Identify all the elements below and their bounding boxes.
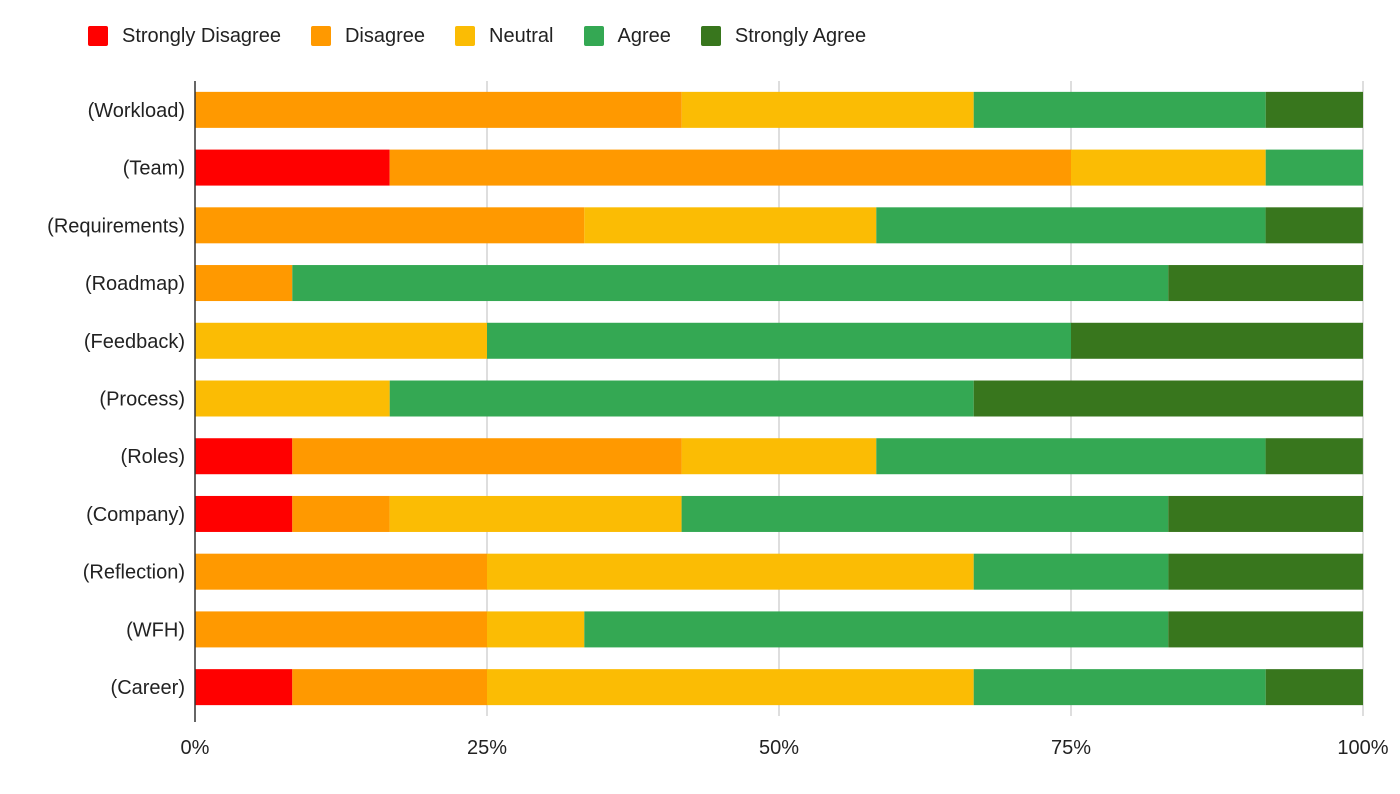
bar-segment bbox=[195, 207, 585, 244]
category-label: (WFH) bbox=[126, 619, 185, 641]
bar-segment bbox=[681, 495, 1169, 532]
bar-segment bbox=[1071, 322, 1363, 359]
category-label: (Workload) bbox=[88, 100, 185, 122]
x-tick-label: 25% bbox=[467, 737, 507, 759]
legend-swatch bbox=[88, 26, 108, 46]
bar-segment bbox=[1265, 207, 1363, 244]
bar-segment bbox=[584, 611, 1169, 648]
bar-segment bbox=[1168, 265, 1363, 302]
bar-segment bbox=[195, 91, 682, 128]
bar-segment bbox=[681, 91, 974, 128]
legend-swatch bbox=[455, 26, 476, 46]
x-tick-label: 50% bbox=[759, 737, 799, 759]
legend-item: Strongly Disagree bbox=[88, 25, 281, 48]
x-tick-label: 75% bbox=[1051, 737, 1091, 759]
bar-segment bbox=[195, 149, 390, 186]
legend-item: Neutral bbox=[455, 24, 554, 48]
bar-segment bbox=[195, 265, 293, 302]
legend-label: Strongly Disagree bbox=[122, 24, 281, 47]
bar-segment bbox=[1168, 611, 1363, 648]
category-label: (Team) bbox=[123, 158, 185, 180]
bar-segment bbox=[487, 611, 585, 648]
category-label: (Company) bbox=[86, 504, 185, 526]
bar-segment bbox=[292, 438, 682, 475]
bar-segment bbox=[195, 553, 487, 590]
legend-item: Strongly Agree bbox=[700, 24, 867, 48]
bar-segment bbox=[292, 495, 390, 532]
legend-swatch bbox=[583, 26, 604, 46]
legend-label: Neutral bbox=[489, 24, 554, 47]
bar-segment bbox=[195, 380, 390, 417]
bar-segment bbox=[292, 669, 487, 706]
category-label: (Career) bbox=[111, 677, 185, 699]
bar-segment bbox=[1265, 438, 1363, 475]
bar-segment bbox=[195, 322, 487, 359]
bar-segment bbox=[487, 322, 1071, 359]
category-label: (Requirements) bbox=[47, 215, 185, 237]
bar-segment bbox=[973, 380, 1363, 417]
chart-legend: Strongly Disagree Disagree Neutral Agree Str… bbox=[88, 22, 896, 50]
bar-segment bbox=[487, 553, 974, 590]
category-label: (Roadmap) bbox=[85, 273, 185, 295]
x-tick-label: 0% bbox=[181, 737, 210, 759]
category-label: (Feedback) bbox=[84, 331, 185, 353]
legend-item: Agree bbox=[583, 24, 671, 48]
bar-segment bbox=[1168, 495, 1363, 532]
category-label: (Reflection) bbox=[83, 562, 185, 584]
category-label: (Roles) bbox=[121, 446, 185, 468]
bar-segment bbox=[973, 553, 1169, 590]
category-label: (Process) bbox=[99, 389, 185, 411]
bar-segment bbox=[1265, 91, 1363, 128]
legend-item: Disagree bbox=[310, 24, 426, 48]
x-tick-label: 100% bbox=[1337, 737, 1388, 759]
bar-segment bbox=[1168, 553, 1364, 590]
legend-label: Disagree bbox=[344, 24, 426, 47]
legend-label: Agree bbox=[617, 24, 671, 47]
bar-segment bbox=[681, 438, 877, 475]
bar-segment bbox=[584, 207, 877, 244]
bar-segment bbox=[389, 149, 1072, 186]
bar-segment bbox=[1265, 149, 1363, 186]
bar-segment bbox=[876, 438, 1266, 475]
legend-label: Strongly Agree bbox=[734, 24, 867, 47]
legend-swatch bbox=[700, 26, 721, 46]
bar-segment bbox=[973, 669, 1266, 706]
bar-segment bbox=[195, 495, 293, 532]
bar-segment bbox=[195, 611, 487, 648]
bar-segment bbox=[389, 380, 974, 417]
bar-segment bbox=[292, 265, 1169, 302]
bar-segment bbox=[195, 669, 293, 706]
bar-segment bbox=[1265, 669, 1363, 706]
bar-segment bbox=[876, 207, 1266, 244]
bar-segment bbox=[195, 438, 293, 475]
bar-segment bbox=[487, 669, 974, 706]
bar-segment bbox=[1071, 149, 1266, 186]
bar-segment bbox=[389, 495, 682, 532]
legend-swatch bbox=[310, 26, 331, 46]
bar-segment bbox=[973, 91, 1266, 128]
